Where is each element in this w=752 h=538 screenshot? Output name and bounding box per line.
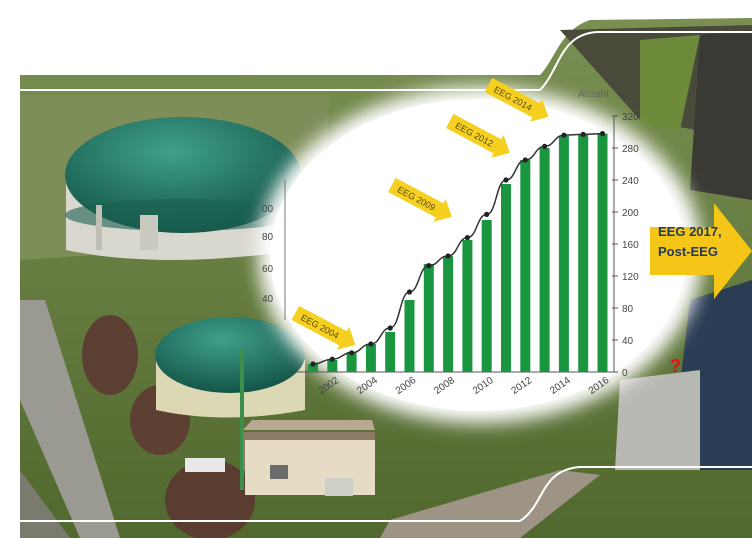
left-axis-fragment: 80 xyxy=(262,232,274,243)
trend-point-2002 xyxy=(329,356,335,362)
x-tick-label: 2004 xyxy=(355,375,380,397)
callout-line-2: Post-EEG xyxy=(658,244,718,259)
bar-2014 xyxy=(558,136,569,372)
y-tick-label: 80 xyxy=(622,304,634,315)
bar-2010 xyxy=(481,220,492,372)
bar-2003 xyxy=(346,352,357,372)
left-axis-fragment: 40 xyxy=(262,294,274,305)
bar-2004 xyxy=(365,344,376,372)
trend-point-2005 xyxy=(387,325,393,331)
x-tick-label: 2010 xyxy=(471,375,496,397)
bar-2008 xyxy=(443,256,454,372)
trend-point-2003 xyxy=(349,350,355,356)
bar-2005 xyxy=(385,332,396,372)
trend-point-2009 xyxy=(464,235,470,241)
annotation-arrow: EEG 2009 xyxy=(388,177,452,222)
eeg-2017-callout: EEG 2017, Post-EEG xyxy=(658,222,740,262)
bar-2011 xyxy=(501,184,511,372)
annotation-arrow-shape xyxy=(291,305,356,350)
bar-2006 xyxy=(404,300,415,372)
y-axis-label: Anzahl xyxy=(578,89,609,100)
x-tick-label: 2006 xyxy=(394,375,419,397)
trend-point-2016 xyxy=(599,131,606,137)
trend-point-2001 xyxy=(310,361,316,367)
bar-2013 xyxy=(539,148,550,372)
trend-point-2004 xyxy=(368,341,374,347)
trend-point-2011 xyxy=(503,177,509,183)
y-tick-label: 0 xyxy=(622,368,628,379)
y-tick-label: 120 xyxy=(622,272,639,283)
x-tick-label: 2016 xyxy=(587,375,612,397)
bar-2002 xyxy=(327,360,338,372)
trend-point-2006 xyxy=(406,289,413,295)
y-tick-label: 280 xyxy=(622,144,639,155)
annotation-arrow-shape xyxy=(484,77,549,122)
annotation-arrow: EEG 2012 xyxy=(445,113,510,158)
y-tick-label: 320 xyxy=(622,112,639,123)
trend-point-2015 xyxy=(580,131,586,137)
left-axis-fragment: 00 xyxy=(262,204,274,215)
x-tick-label: 2014 xyxy=(548,375,573,397)
trend-point-2014 xyxy=(561,132,567,138)
trend-point-2013 xyxy=(542,143,548,149)
bar-2016 xyxy=(597,133,608,372)
trend-point-2010 xyxy=(484,211,490,217)
annotation-arrow-shape xyxy=(445,113,510,158)
trend-point-2012 xyxy=(522,157,528,163)
y-tick-label: 160 xyxy=(622,240,639,251)
bar-2001 xyxy=(308,364,318,372)
bar-2012 xyxy=(520,160,531,372)
y-tick-label: 200 xyxy=(622,208,639,219)
y-tick-label: 240 xyxy=(622,176,639,187)
callout-line-1: EEG 2017, xyxy=(658,224,722,239)
bar-2015 xyxy=(578,134,589,372)
x-tick-label: 2008 xyxy=(432,375,457,397)
bar-2007 xyxy=(423,264,434,372)
left-axis-fragment: 60 xyxy=(262,264,274,275)
question-mark: ? xyxy=(670,356,681,376)
trend-point-2008 xyxy=(445,253,451,259)
annotation-arrow-shape xyxy=(388,177,452,222)
y-tick-label: 40 xyxy=(622,336,634,347)
x-tick-label: 2002 xyxy=(317,375,342,397)
yellow-arrow-icon xyxy=(650,203,752,299)
annotation-arrow: EEG 2014 xyxy=(484,77,549,122)
bar-2009 xyxy=(462,240,473,372)
annotation-arrow: EEG 2004 xyxy=(291,305,356,350)
trend-line xyxy=(312,132,603,365)
x-tick-label: 2012 xyxy=(510,375,535,397)
trend-point-2007 xyxy=(426,263,432,269)
